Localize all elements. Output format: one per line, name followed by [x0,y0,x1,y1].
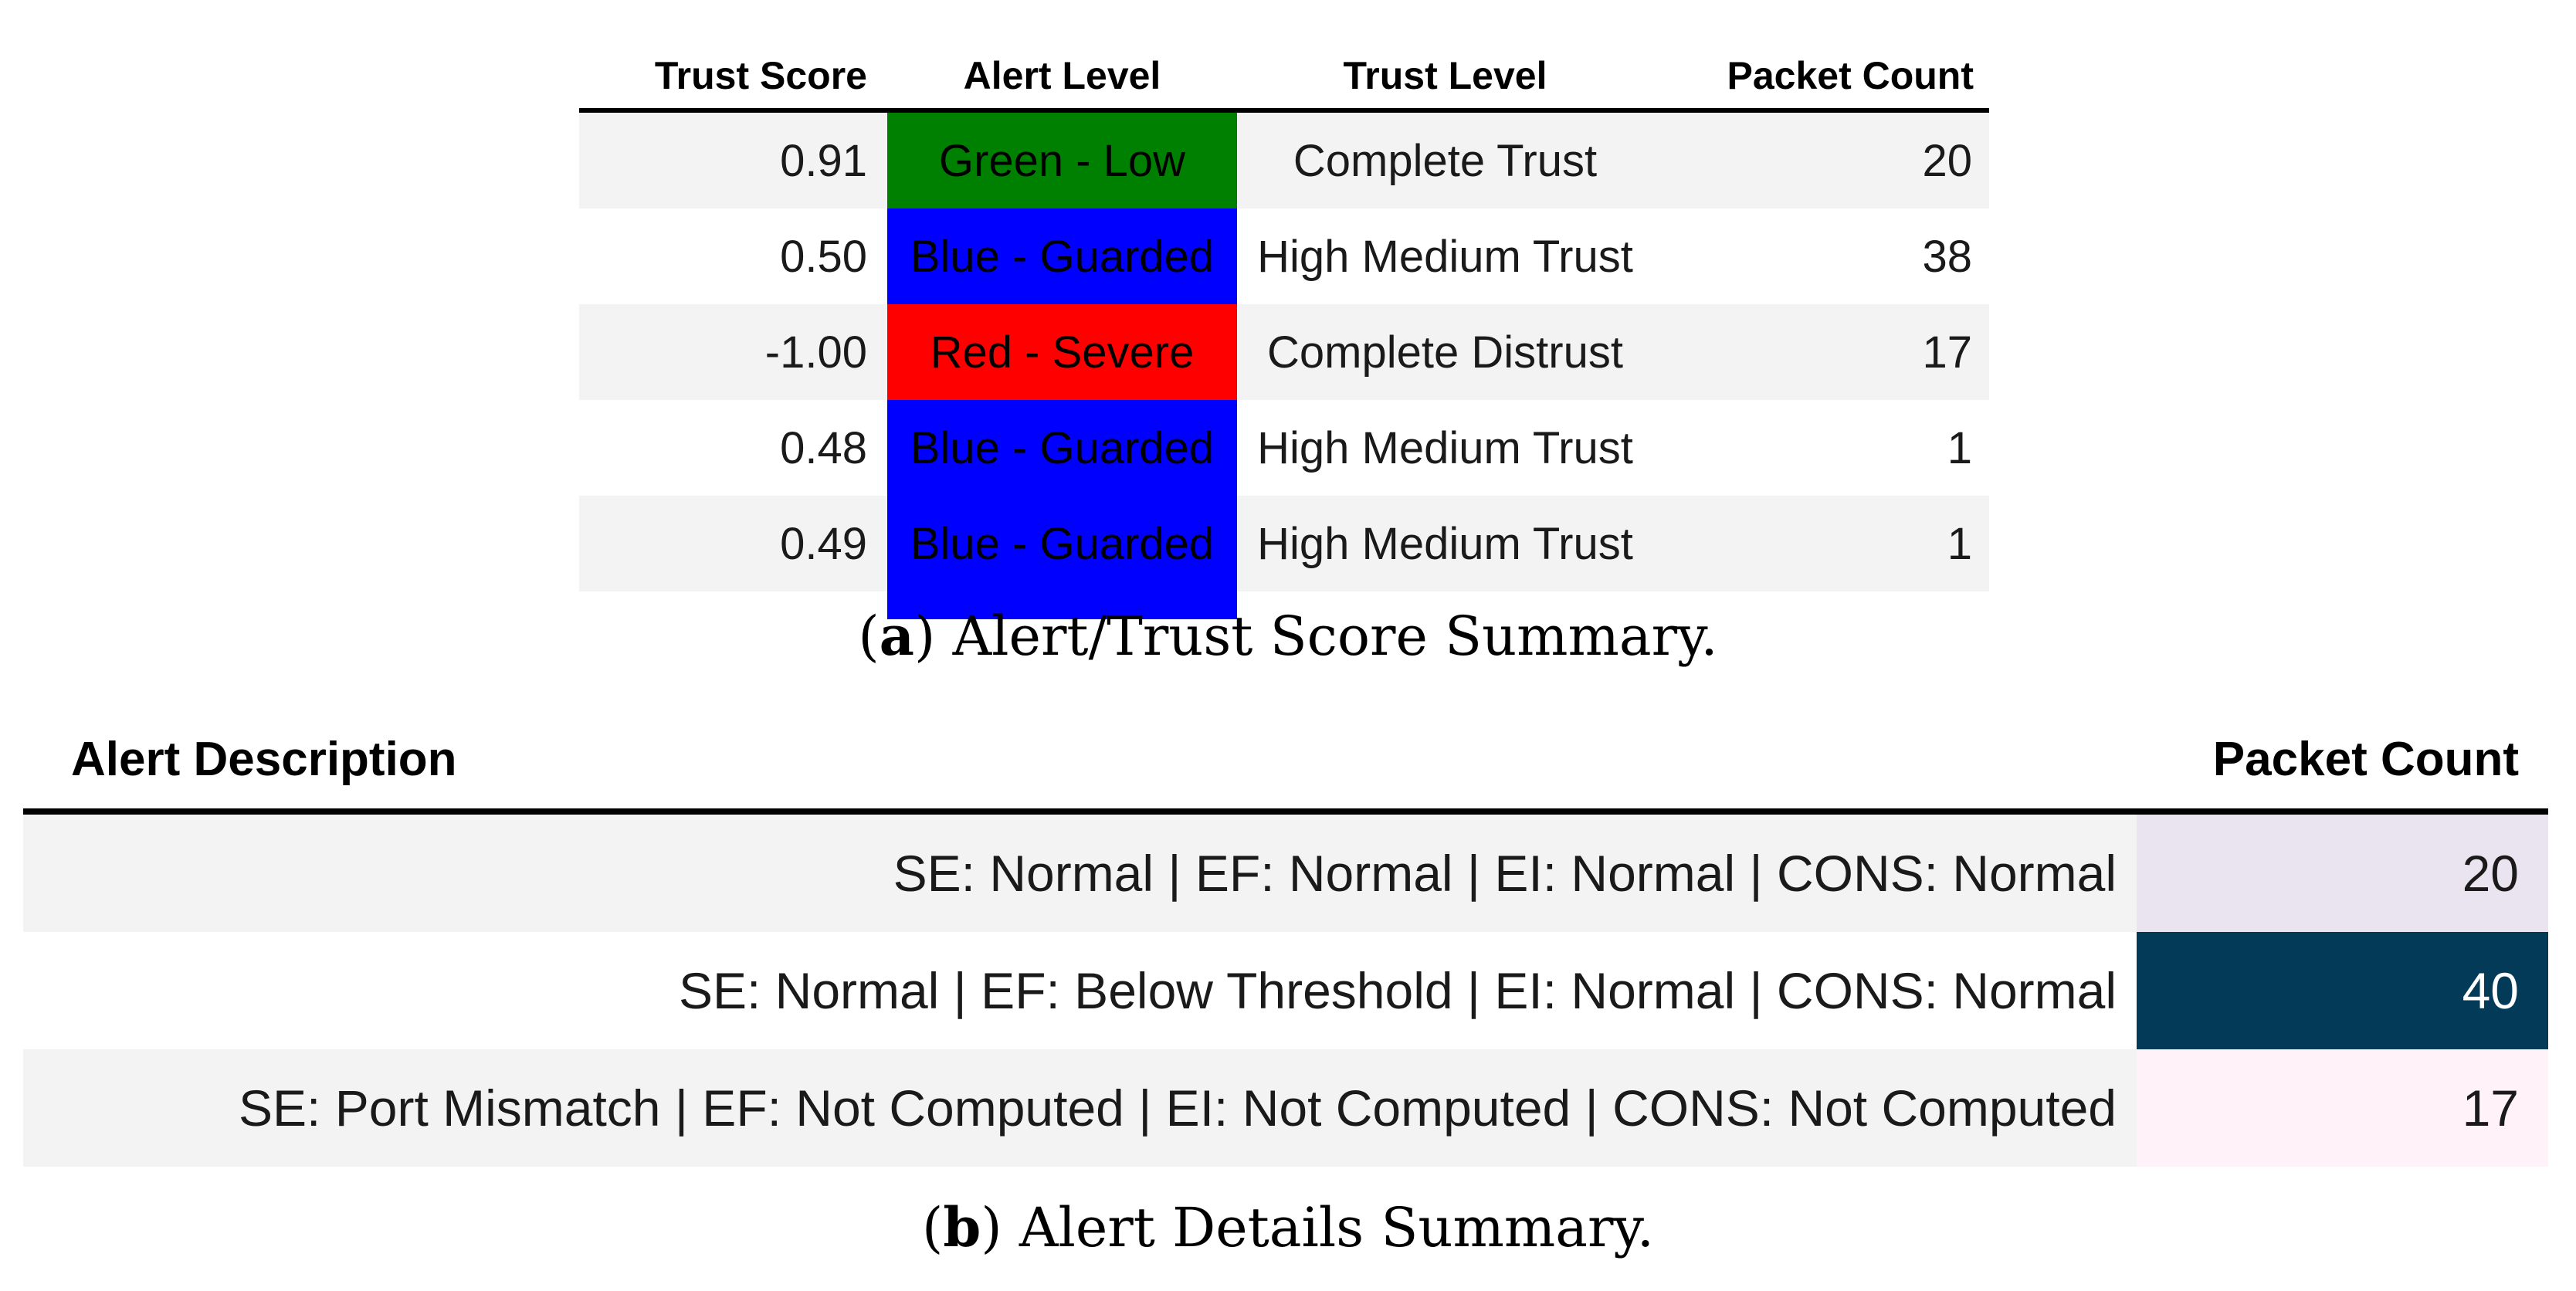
caption-b: (b) Alert Details Summary. [0,1195,2576,1259]
caption-b-text: Alert Details Summary. [1019,1196,1654,1259]
alert-details-table-header: Alert Description Packet Count [23,710,2548,808]
column-header-alert-level: Alert Level [963,54,1161,97]
alert-description-cell: SE: Normal | EF: Below Threshold | EI: N… [678,962,2117,1019]
packet-count-cell: 17 [2137,1049,2548,1167]
alert-level-cell: Blue - Guarded [887,496,1237,591]
table-b-row: SE: Port Mismatch | EF: Not Computed | E… [23,1049,2548,1167]
packet-count-cell: 1 [1653,496,1989,591]
trust-level-cell: High Medium Trust [1257,231,1633,282]
trust-score-cell: 0.91 [579,113,887,208]
alert-level-cell: Red - Severe [887,304,1237,400]
table-a-row: 0.49 Blue - Guarded High Medium Trust 1 [579,496,1989,591]
packet-count-cell: 20 [1653,113,1989,208]
trust-score-cell: 0.50 [780,231,867,282]
trust-score-cell: 0.48 [780,422,867,473]
trust-level-cell: High Medium Trust [1237,496,1653,591]
column-header-alert-description: Alert Description [71,733,457,786]
table-b-row: SE: Normal | EF: Below Threshold | EI: N… [23,932,2548,1049]
packet-count-cell: 38 [1922,231,1972,282]
column-header-trust-score: Trust Score [654,54,867,97]
alert-description-cell: SE: Normal | EF: Normal | EI: Normal | C… [23,815,2137,932]
alert-description-cell: SE: Port Mismatch | EF: Not Computed | E… [23,1049,2137,1167]
packet-count-cell: 20 [2137,815,2548,932]
header-rule [23,808,2548,815]
alert-level-cell: Blue - Guarded [887,208,1237,304]
trust-level-cell: Complete Trust [1237,113,1653,208]
caption-a: (a) Alert/Trust Score Summary. [0,604,2576,668]
table-a-body: 0.91 Green - Low Complete Trust 20 0.50 Blue … [579,113,1989,591]
caption-b-label: (b) [922,1195,1002,1259]
packet-count-cell: 17 [1653,304,1989,400]
alert-trust-score-table: Trust Score Alert Level Trust Level Pack… [579,43,1989,619]
column-header-trust-level: Trust Level [1343,54,1547,97]
table-a-row: 0.91 Green - Low Complete Trust 20 [579,113,1989,208]
alert-level-column-overflow [887,591,1237,619]
table-a-row: 0.48 Blue - Guarded High Medium Trust 1 [579,400,1989,496]
alert-level-cell: Blue - Guarded [887,400,1237,496]
table-a-row: -1.00 Red - Severe Complete Distrust 17 [579,304,1989,400]
trust-score-cell: -1.00 [579,304,887,400]
column-header-packet-count: Packet Count [2212,733,2519,786]
table-b-body: SE: Normal | EF: Normal | EI: Normal | C… [23,815,2548,1167]
alert-level-cell: Green - Low [887,113,1237,208]
column-header-packet-count: Packet Count [1727,54,1974,97]
packet-count-cell: 1 [1947,422,1972,473]
trust-level-cell: Complete Distrust [1237,304,1653,400]
alert-trust-score-table-header: Trust Score Alert Level Trust Level Pack… [579,43,1989,108]
header-rule [579,108,1989,113]
table-b-row: SE: Normal | EF: Normal | EI: Normal | C… [23,815,2548,932]
caption-a-label: (a) [858,604,936,668]
caption-a-text: Alert/Trust Score Summary. [952,605,1718,668]
table-a-row: 0.50 Blue - Guarded High Medium Trust 38 [579,208,1989,304]
packet-count-cell: 40 [2137,932,2548,1049]
trust-score-cell: 0.49 [579,496,887,591]
trust-level-cell: High Medium Trust [1257,422,1633,473]
alert-details-table: Alert Description Packet Count SE: Norma… [23,710,2548,1167]
